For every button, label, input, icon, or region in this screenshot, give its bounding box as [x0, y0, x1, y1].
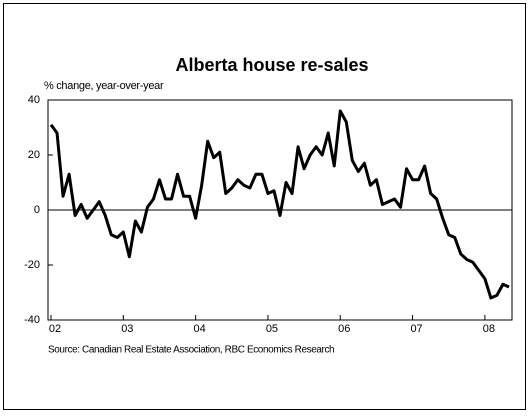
x-tick-label: 05 — [266, 323, 278, 335]
x-tick-label: 02 — [49, 323, 61, 335]
line — [49, 109, 510, 300]
x-tick-label: 06 — [338, 323, 350, 335]
subtitle: % change, year-over-year — [44, 80, 164, 92]
x-tick-label: 08 — [483, 323, 495, 335]
y-tick-label: 0 — [34, 204, 40, 216]
x-tick-label: 03 — [121, 323, 133, 335]
chart-title: Alberta house re-sales — [175, 55, 368, 75]
y-tick-label: -20 — [24, 259, 40, 271]
x-tick-label: 07 — [410, 323, 422, 335]
x-tick-label: 04 — [194, 323, 206, 335]
y-tick-label: 20 — [28, 149, 40, 161]
y-tick-label: 40 — [28, 94, 40, 106]
source: Source: Canadian Real Estate Association… — [48, 345, 334, 356]
y-tick-label: -40 — [24, 314, 40, 326]
